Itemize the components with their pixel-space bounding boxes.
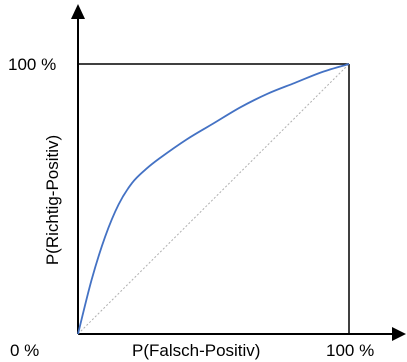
x-tick-label-100: 100 % [326,341,374,360]
series-layer [77,63,350,335]
x-axis-arrow-icon [392,327,406,341]
x-axis-title: P(Falsch-Positiv) [132,341,260,360]
x-tick-label-0: 0 % [10,341,39,360]
y-axis-title: P(Richtig-Positiv) [43,135,62,265]
diagonal-reference-line [77,63,350,335]
y-axis-arrow-icon [71,4,85,19]
y-tick-label-100: 100 % [8,55,56,74]
roc-curve [77,63,350,335]
